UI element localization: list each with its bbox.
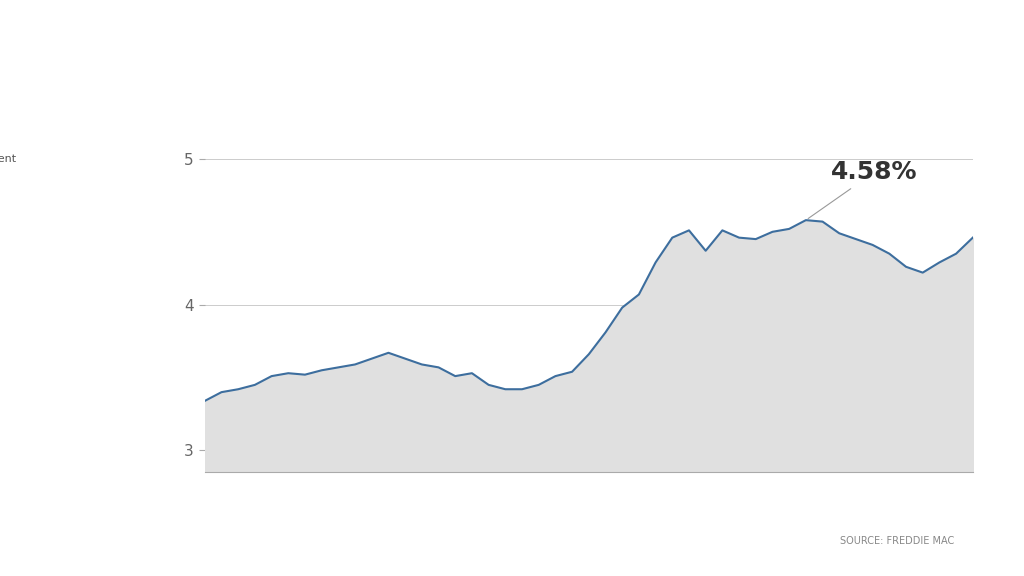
Text: Percent: Percent [0, 154, 16, 164]
Text: 4.58%: 4.58% [808, 160, 918, 218]
Text: SOURCE: FREDDIE MAC: SOURCE: FREDDIE MAC [840, 536, 954, 546]
